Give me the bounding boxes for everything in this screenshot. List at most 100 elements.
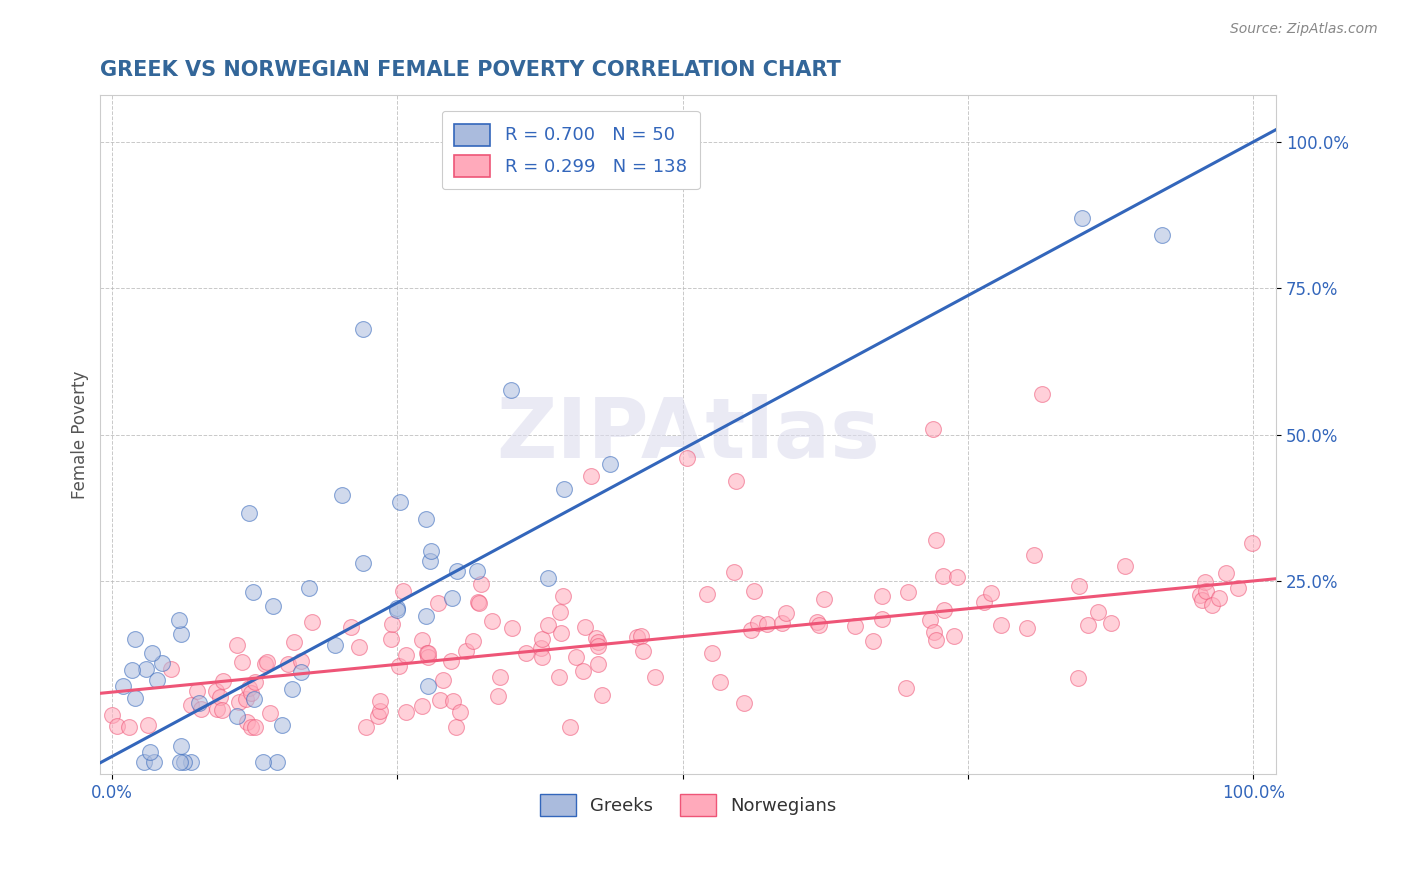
Point <box>676 450 699 465</box>
Point <box>1150 227 1173 242</box>
Point <box>808 617 831 632</box>
Point <box>301 615 323 629</box>
Point <box>723 565 745 579</box>
Point <box>444 720 467 734</box>
Point <box>1069 579 1091 593</box>
Point <box>1226 582 1249 596</box>
Point <box>531 650 554 665</box>
Point <box>550 625 572 640</box>
Point <box>243 674 266 689</box>
Point <box>138 717 160 731</box>
Point <box>990 617 1012 632</box>
Point <box>747 616 769 631</box>
Point <box>1114 558 1136 573</box>
Point <box>150 657 173 671</box>
Point <box>599 457 621 471</box>
Point <box>429 693 451 707</box>
Point <box>501 383 523 397</box>
Point <box>1194 575 1216 590</box>
Point <box>1195 583 1218 598</box>
Point <box>1215 566 1237 580</box>
Point <box>226 638 249 652</box>
Point <box>432 673 454 688</box>
Point <box>239 686 262 700</box>
Point <box>725 475 748 489</box>
Point <box>486 689 509 703</box>
Point <box>862 634 884 648</box>
Point <box>586 634 609 648</box>
Y-axis label: Female Poverty: Female Poverty <box>72 370 89 499</box>
Text: Source: ZipAtlas.com: Source: ZipAtlas.com <box>1230 22 1378 37</box>
Point <box>411 698 433 713</box>
Point <box>1241 536 1264 550</box>
Point <box>1087 605 1109 619</box>
Point <box>169 756 191 770</box>
Point <box>1077 617 1099 632</box>
Point <box>340 619 363 633</box>
Point <box>470 576 492 591</box>
Point <box>180 698 202 712</box>
Text: GREEK VS NORWEGIAN FEMALE POVERTY CORRELATION CHART: GREEK VS NORWEGIAN FEMALE POVERTY CORREL… <box>100 60 841 79</box>
Point <box>121 663 143 677</box>
Point <box>367 709 389 723</box>
Point <box>1031 386 1053 401</box>
Point <box>416 646 439 660</box>
Point <box>579 468 602 483</box>
Point <box>416 646 439 660</box>
Point <box>381 617 404 632</box>
Point <box>1201 598 1223 612</box>
Point <box>426 596 449 610</box>
Point <box>252 756 274 770</box>
Point <box>392 584 415 599</box>
Point <box>231 655 253 669</box>
Point <box>394 706 416 720</box>
Point <box>918 613 941 627</box>
Point <box>755 617 778 632</box>
Point <box>146 673 169 688</box>
Point <box>226 709 249 723</box>
Point <box>1188 588 1211 602</box>
Point <box>844 619 866 633</box>
Point <box>530 640 553 655</box>
Point <box>389 495 412 509</box>
Point <box>124 632 146 647</box>
Point <box>354 720 377 734</box>
Point <box>415 608 437 623</box>
Point <box>467 595 489 609</box>
Point <box>530 632 553 647</box>
Point <box>205 684 228 698</box>
Point <box>586 657 609 672</box>
Point <box>420 544 443 558</box>
Point <box>896 681 918 695</box>
Point <box>132 756 155 770</box>
Point <box>813 591 835 606</box>
Point <box>419 553 441 567</box>
Point <box>1208 591 1230 606</box>
Point <box>330 488 353 502</box>
Point <box>236 714 259 729</box>
Point <box>440 654 463 668</box>
Point <box>352 322 374 336</box>
Point <box>416 649 439 664</box>
Point <box>943 629 966 643</box>
Point <box>186 683 208 698</box>
Point <box>277 657 299 672</box>
Point <box>243 692 266 706</box>
Point <box>565 649 588 664</box>
Point <box>253 657 276 671</box>
Point <box>141 646 163 660</box>
Point <box>547 670 569 684</box>
Point <box>380 632 402 646</box>
Point <box>548 605 571 619</box>
Point <box>170 626 193 640</box>
Point <box>980 585 1002 599</box>
Point <box>481 614 503 628</box>
Point <box>347 640 370 655</box>
Point <box>574 620 596 634</box>
Point <box>388 659 411 673</box>
Point <box>205 702 228 716</box>
Point <box>467 564 489 578</box>
Point <box>626 630 648 644</box>
Point <box>101 707 124 722</box>
Point <box>468 596 491 610</box>
